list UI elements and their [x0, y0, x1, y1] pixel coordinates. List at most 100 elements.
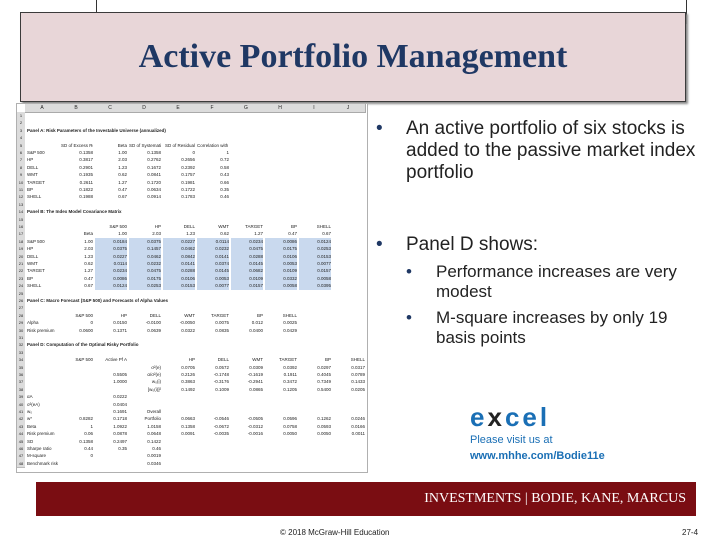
spreadsheet-cell: HP — [188, 357, 195, 363]
spreadsheet-cell: 0.1422 — [147, 438, 161, 444]
spreadsheet-cell: 1.27 — [118, 179, 127, 185]
spreadsheet-cell: 0.1981 — [181, 179, 195, 185]
spreadsheet-cell: 0.0253 — [299, 245, 331, 253]
spreadsheet-cell: -0.0016 — [247, 431, 263, 437]
column-header: A — [25, 104, 60, 113]
header-band: Active Portfolio Management — [0, 0, 720, 108]
spreadsheet-cell: 0.0114 — [197, 237, 229, 246]
spreadsheet-cell: -0.0312 — [247, 423, 263, 429]
column-header: I — [297, 104, 332, 113]
spreadsheet-cell: 0.0053 — [265, 260, 297, 268]
spreadsheet-cell: 0.012 — [251, 320, 263, 326]
spreadsheet-cell: Overall — [146, 409, 161, 414]
spreadsheet-cell: 1.27 — [84, 268, 93, 274]
excel-url-link[interactable]: www.mhhe.com/Bodie11e — [470, 450, 605, 462]
spreadsheet-cell: 0.0153 — [163, 282, 195, 290]
spreadsheet-cell: Beta — [117, 142, 127, 148]
spreadsheet-cell: -0.3176 — [213, 379, 229, 385]
spreadsheet-cell: -0.2941 — [247, 379, 263, 385]
spreadsheet-cell: 0 — [90, 453, 93, 459]
spreadsheet-cell: 0.0475 — [129, 267, 161, 275]
spreadsheet-cell: -0.1748 — [213, 372, 229, 377]
spreadsheet-cell: 0.0404 — [113, 401, 127, 407]
spreadsheet-cell: 0.47 — [84, 275, 93, 281]
spreadsheet-cell: 0.1205 — [283, 386, 297, 392]
spreadsheet-cell: 2.03 — [118, 157, 127, 163]
spreadsheet-cell — [61, 364, 93, 371]
column-header: C — [93, 104, 128, 113]
spreadsheet-cell: 0.0317 — [351, 364, 365, 370]
spreadsheet-cell: 0.0878 — [113, 431, 127, 437]
spreadsheet-cell: 0.0835 — [215, 327, 229, 333]
spreadsheet-cell: 0.1783 — [181, 194, 195, 200]
spreadsheet-image: A B C D E F G H I J 1 2 3 Panel A: Risk Parameters of… — [16, 103, 368, 473]
spreadsheet-cell: DELL — [149, 312, 161, 318]
panel-heading: Panel C: Macro Forecast (S&P 500) and Fo… — [27, 298, 169, 303]
spreadsheet-cell: 0.0232 — [129, 260, 161, 268]
column-header: D — [127, 104, 162, 113]
spreadsheet-grid: A B C D E F G H I J 1 2 3 Panel A: Risk Parameters of… — [17, 104, 367, 472]
spreadsheet-cell: 0.67 — [84, 283, 93, 289]
spreadsheet-cell: 0.0475 — [231, 245, 263, 253]
spreadsheet-cell: 1.00 — [84, 238, 93, 244]
spreadsheet-cell: S&P 500 — [75, 312, 93, 318]
footer-bar: INVESTMENTS | BODIE, KANE, MARCUS — [36, 482, 696, 516]
spreadsheet-cell: 0.0593 — [317, 423, 331, 429]
spreadsheet-cell: DELL — [27, 164, 39, 170]
spreadsheet-cell: 0.2656 — [181, 157, 195, 163]
spreadsheet-cell: 0.0246 — [351, 416, 365, 422]
spreadsheet-cell: 0.0705 — [181, 364, 195, 370]
spreadsheet-cell: α/σ²(e) — [147, 372, 161, 377]
spreadsheet-cell: 0.0332 — [265, 274, 297, 283]
spreadsheet-cell: S&P 500 — [27, 150, 45, 155]
spreadsheet-cell: 0.47 — [118, 187, 127, 192]
spreadsheet-cell: 1 — [226, 150, 229, 155]
spreadsheet-cell: 0.62 — [84, 261, 93, 266]
spreadsheet-cell: 0.47 — [288, 231, 297, 237]
spreadsheet-cell: -0.0050 — [179, 320, 195, 326]
spreadsheet-cell — [61, 401, 93, 408]
spreadsheet-cell: 0.0075 — [215, 320, 229, 326]
spreadsheet-cell: 1 — [90, 423, 93, 429]
bullet-text: An active portfolio of six stocks is add… — [406, 118, 696, 183]
spreadsheet-cell: TARGET — [279, 357, 297, 363]
spreadsheet-cell — [95, 452, 127, 459]
spreadsheet-cell: S&P 500 — [75, 357, 93, 363]
spreadsheet-cell: 0.1911 — [283, 372, 297, 377]
spreadsheet-cell: 0.1822 — [79, 187, 93, 192]
spreadsheet-cell: WMT — [27, 172, 38, 178]
spreadsheet-cell: SD of Residual — [164, 142, 195, 148]
spreadsheet-cell: 0.1718 — [113, 416, 127, 422]
spreadsheet-cell: 0.0166 — [351, 423, 365, 429]
spreadsheet-cell: 0.0297 — [317, 364, 331, 370]
spreadsheet-cell: DELL — [183, 224, 195, 229]
spreadsheet-cell: 0.0789 — [351, 372, 365, 377]
spreadsheet-cell: 0.0114 — [95, 260, 127, 268]
spreadsheet-cell: 1.00 — [118, 231, 127, 237]
spreadsheet-cell: 0.67 — [322, 231, 331, 237]
spreadsheet-cell: TARGET — [27, 268, 45, 274]
spreadsheet-cell: -0.0505 — [247, 416, 263, 422]
spreadsheet-cell: 0.58 — [220, 164, 229, 170]
spreadsheet-cell: 1.0922 — [113, 423, 127, 429]
bullet-item: • An active portfolio of six stocks is a… — [376, 118, 716, 198]
excel-promo[interactable]: excel Please visit us at www.mhhe.com/Bo… — [450, 402, 630, 470]
title-box: Active Portfolio Management — [20, 12, 686, 102]
spreadsheet-cell: Beta — [27, 423, 37, 429]
column-header: B — [59, 104, 94, 113]
spreadsheet-cell: 0.1262 — [317, 416, 331, 422]
spreadsheet-cell — [61, 408, 93, 415]
spreadsheet-cell: 0.0682 — [231, 267, 263, 275]
spreadsheet-cell: 0.0058 — [299, 274, 331, 283]
spreadsheet-cell: 0.0395 — [299, 282, 331, 290]
spreadsheet-cell: Beta — [83, 231, 93, 237]
bullet-text: Performance increases are very modest — [436, 262, 677, 301]
spreadsheet-cell: SHELL — [27, 194, 42, 200]
excel-visit-text: Please visit us at — [470, 434, 553, 446]
spreadsheet-cell: 0.1358 — [181, 423, 195, 429]
spreadsheet-cell: 0.0145 — [197, 267, 229, 275]
spreadsheet-cell: 1.27 — [254, 231, 263, 237]
spreadsheet-cell: 0.0429 — [283, 327, 297, 333]
spreadsheet-cell: 1.23 — [84, 253, 93, 259]
spreadsheet-cell: 0.0124 — [95, 282, 127, 290]
